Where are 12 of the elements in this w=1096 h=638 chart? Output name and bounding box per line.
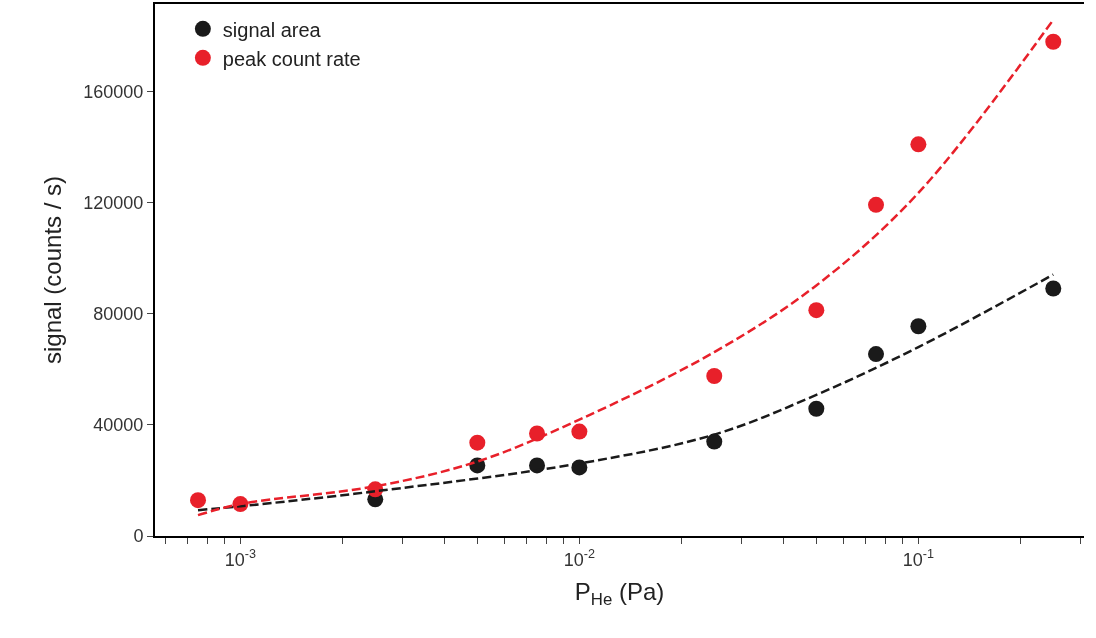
y-tick-label: 40000: [93, 415, 144, 436]
y-axis-title: signal (counts / s): [38, 175, 66, 365]
y-tick-label: 120000: [83, 192, 144, 213]
x-axis-title: P$_{He}$ (Pa): [574, 578, 665, 610]
legend-label: peak count rate: [222, 47, 361, 70]
x-tick-label: 10$^{-1}$: [902, 547, 934, 570]
y-tick-label: 80000: [93, 304, 144, 325]
y-tick-label: 160000: [83, 81, 144, 102]
x-tick-label: 10$^{-2}$: [563, 547, 595, 570]
y-tick-label: 0: [133, 526, 144, 547]
x-tick-label: 10$^{-3}$: [224, 547, 256, 570]
legend-label: signal area: [222, 18, 322, 41]
